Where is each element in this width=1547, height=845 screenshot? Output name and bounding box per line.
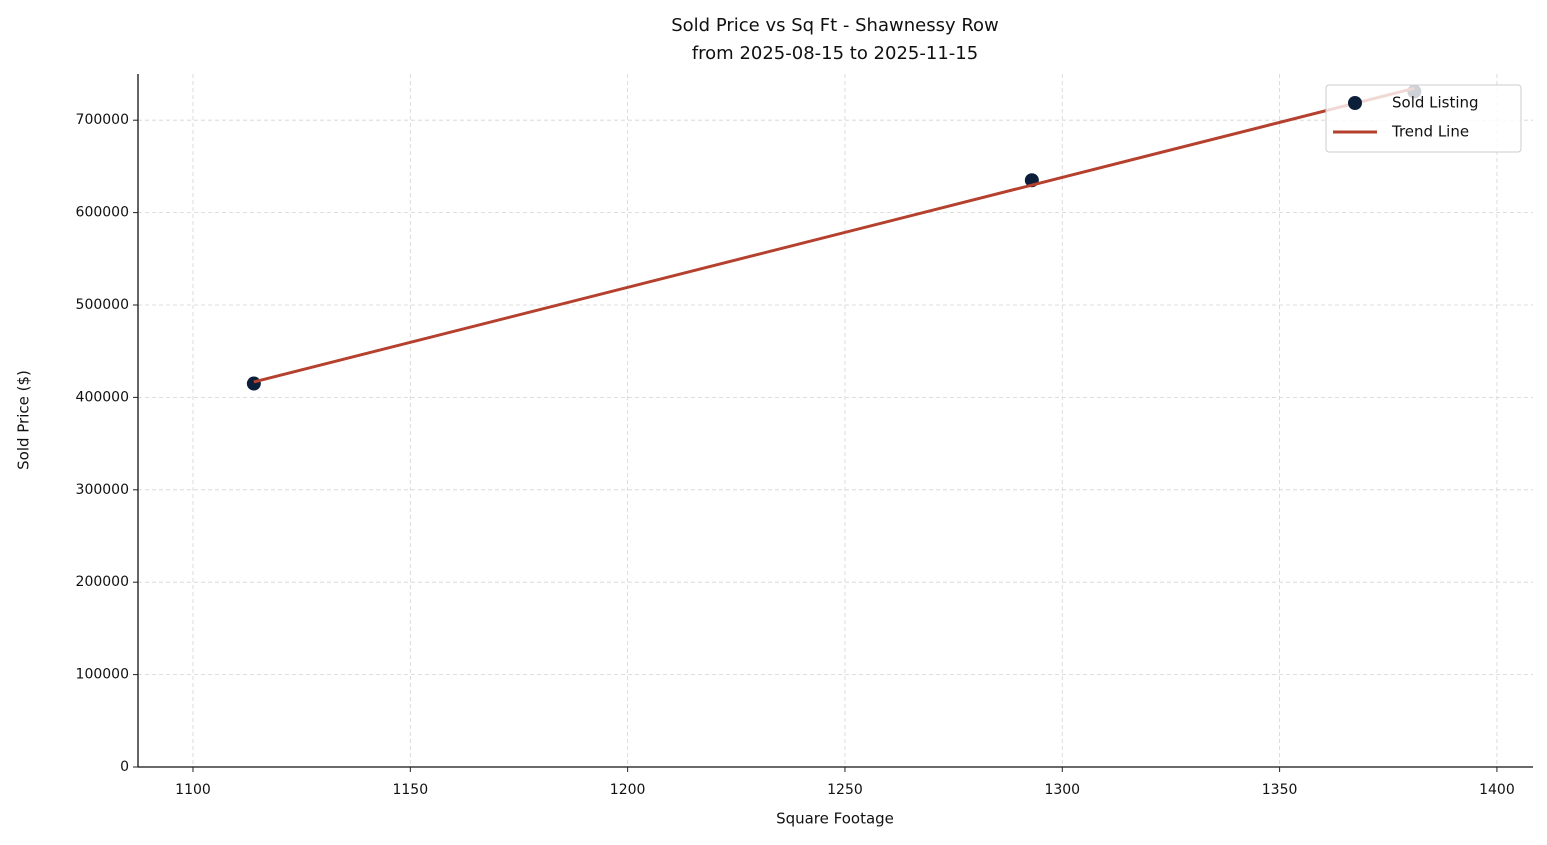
y-tick-label: 400000 [76,389,129,405]
x-tick-label: 1200 [610,782,646,798]
y-tick-label: 500000 [76,297,129,313]
plot-area [246,84,1422,391]
chart-subtitle: from 2025-08-15 to 2025-11-15 [692,43,978,64]
y-tick-label: 700000 [76,112,129,128]
x-tick-label: 1250 [827,782,863,798]
legend: Sold Listing Trend Line [1325,84,1522,153]
x-tick-label: 1300 [1044,782,1080,798]
data-point [246,376,261,391]
x-tick-label: 1350 [1262,782,1298,798]
x-tick-label: 1100 [175,782,211,798]
y-tick-label: 200000 [76,574,129,590]
y-tick-label: 600000 [76,205,129,221]
y-tick-label: 300000 [76,482,129,498]
trend-line [253,86,1415,384]
legend-marker [1348,96,1362,110]
x-axis-label: Square Footage [776,810,894,828]
y-axis-label: Sold Price ($) [15,370,33,470]
y-tick-label: 0 [120,759,129,775]
legend-box [1325,84,1522,153]
chart-title: Sold Price vs Sq Ft - Shawnessy Row [671,15,999,36]
x-tick-label: 1150 [392,782,428,798]
x-tick-label: 1400 [1479,782,1515,798]
legend-label: Trend Line [1391,123,1469,141]
grid [138,74,1533,768]
legend-label: Sold Listing [1392,94,1479,112]
y-tick-label: 100000 [76,667,129,683]
